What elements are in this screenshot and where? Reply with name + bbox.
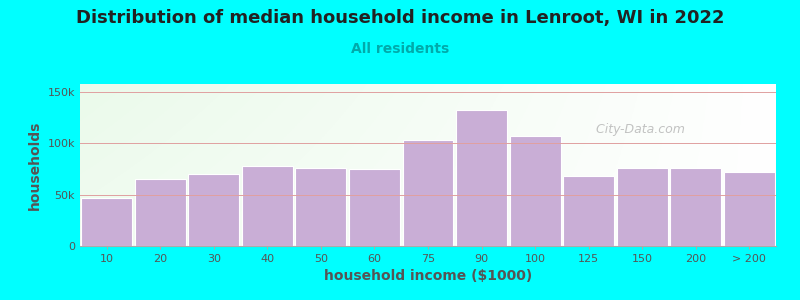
Bar <box>456 110 507 246</box>
Text: Distribution of median household income in Lenroot, WI in 2022: Distribution of median household income … <box>76 9 724 27</box>
Bar <box>349 169 400 246</box>
Bar <box>189 174 239 246</box>
Bar <box>242 166 293 246</box>
Bar <box>617 168 667 246</box>
Bar <box>402 140 454 246</box>
Text: All residents: All residents <box>351 42 449 56</box>
Bar <box>724 172 774 246</box>
Bar <box>563 176 614 246</box>
Bar <box>82 198 132 246</box>
Bar <box>135 179 186 246</box>
X-axis label: household income ($1000): household income ($1000) <box>324 269 532 283</box>
Text: City-Data.com: City-Data.com <box>588 123 686 136</box>
Y-axis label: households: households <box>28 120 42 210</box>
Bar <box>670 168 721 246</box>
Bar <box>510 136 561 246</box>
Bar <box>295 168 346 246</box>
